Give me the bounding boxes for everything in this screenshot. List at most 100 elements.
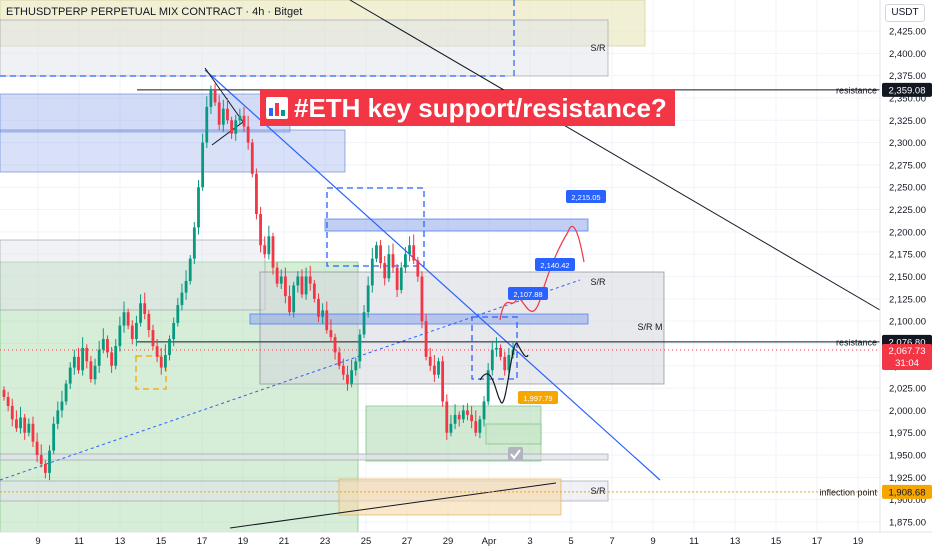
zone-label: S/R — [590, 43, 606, 53]
candle-body — [226, 108, 229, 121]
price-tick-label: 2,175.00 — [889, 250, 926, 261]
candle-body — [424, 321, 428, 357]
projection-tag-bg — [508, 287, 548, 300]
projection-tag: 2,140.42 — [535, 258, 575, 271]
candle-body — [366, 285, 370, 313]
candle-body — [39, 455, 43, 464]
supply-zone-2 — [0, 129, 346, 173]
price-tick-label: 2,125.00 — [889, 294, 926, 305]
candle-body — [192, 227, 196, 259]
time-tick-label: 9 — [35, 536, 40, 547]
candle-body — [267, 236, 271, 255]
candle-body — [48, 450, 51, 473]
candle-body — [118, 325, 122, 347]
trendline-bottom — [229, 482, 557, 529]
candle-body — [428, 356, 432, 366]
candle-body — [474, 421, 478, 433]
time-axis: 9 11 13 15 17 19 21 23 25 27 29 Apr 3 5 7 9 11 13 15 17 19 — [0, 531, 932, 547]
inflection-zone — [338, 478, 562, 516]
candle-body — [441, 361, 445, 402]
candle-body — [379, 245, 382, 264]
price-tick-label: 2,400.00 — [889, 49, 926, 60]
candle-body — [197, 187, 200, 228]
candle-body — [486, 370, 490, 402]
bar-chart-icon — [266, 97, 288, 119]
candle-body — [420, 276, 424, 322]
trendline-descending — [204, 69, 661, 481]
candle-body — [201, 142, 205, 188]
time-tick-label: 9 — [650, 536, 655, 547]
candle-body — [507, 355, 511, 371]
candle-body — [445, 401, 449, 433]
candle-body — [147, 313, 151, 331]
time-tick-label: 15 — [156, 536, 167, 547]
candle-body — [230, 120, 234, 134]
candle-body — [404, 254, 407, 268]
time-tick-label: 29 — [443, 536, 454, 547]
candle-body — [255, 173, 258, 215]
price-tick-label: 2,200.00 — [889, 227, 926, 238]
candle-body — [296, 276, 300, 286]
sr-zone-top — [0, 19, 609, 77]
headline-text: #ETH key support/resistance? — [294, 93, 667, 123]
time-tick-label: 13 — [115, 536, 126, 547]
candle-body — [283, 276, 287, 297]
candle-body — [110, 352, 113, 366]
time-tick-label: 17 — [197, 536, 208, 547]
candle-body — [383, 263, 387, 279]
candle-body — [317, 298, 320, 317]
candle-body — [52, 423, 56, 451]
candle-body — [159, 356, 163, 368]
candle-body — [43, 463, 47, 473]
price-tick-label: 2,325.00 — [889, 116, 926, 127]
projection-tag-bg — [566, 190, 606, 203]
symbol-title[interactable]: ETHUSDTPERP PERPETUAL MIX CONTRACT · 4h … — [6, 6, 303, 18]
price-tag-bg — [882, 343, 932, 370]
price-tick-label: 2,350.00 — [889, 93, 926, 104]
currency-button[interactable]: USDT — [885, 4, 925, 22]
candle-body — [172, 322, 176, 339]
dashed-box — [135, 355, 167, 390]
checkmark-icon — [508, 447, 523, 461]
checkmark-stroke — [510, 449, 521, 460]
candle-body — [72, 356, 76, 368]
time-tick-label: 21 — [279, 536, 290, 547]
price-tick-label: 1,875.00 — [889, 518, 926, 529]
candle-body — [81, 347, 85, 371]
candle-body — [97, 349, 101, 366]
candle-body — [470, 414, 474, 422]
projection-tag: 2,215.05 — [566, 190, 606, 203]
target-band — [324, 218, 589, 232]
candle-body — [275, 267, 279, 284]
candle-body — [292, 285, 296, 313]
candle-body — [499, 347, 502, 357]
candle-body — [375, 245, 378, 259]
candle-body — [6, 397, 10, 406]
candle-body — [449, 423, 453, 433]
time-tick-label: 3 — [527, 536, 532, 547]
time-tick-label: 23 — [320, 536, 331, 547]
candle-body — [495, 347, 498, 350]
candle-body — [461, 410, 465, 420]
candle-body — [106, 338, 109, 353]
candle-body — [217, 102, 221, 125]
projection-tag-label: 2,215.05 — [571, 193, 600, 202]
trendline-black — [349, 0, 881, 311]
candle-body — [246, 126, 250, 143]
level-tag-label: 1,908.68 — [889, 487, 926, 498]
candle-body — [238, 115, 242, 121]
price-axis: 2,425.00 2,400.00 2,375.00 2,350.00 2,325.00… — [879, 0, 932, 532]
chart-headline: #ETH key support/resistance? — [260, 90, 675, 126]
candle-body — [56, 410, 60, 424]
time-tick-label: 11 — [689, 536, 699, 547]
candles — [2, 83, 515, 481]
projection-tag: 1,997.79 — [518, 391, 558, 404]
candle-body — [288, 296, 291, 313]
candle-body — [250, 142, 254, 174]
candle-body — [354, 361, 358, 371]
time-tick-label: 27 — [402, 536, 413, 547]
projection-tag: 2,107.88 — [508, 287, 548, 300]
candle-body — [180, 292, 184, 306]
